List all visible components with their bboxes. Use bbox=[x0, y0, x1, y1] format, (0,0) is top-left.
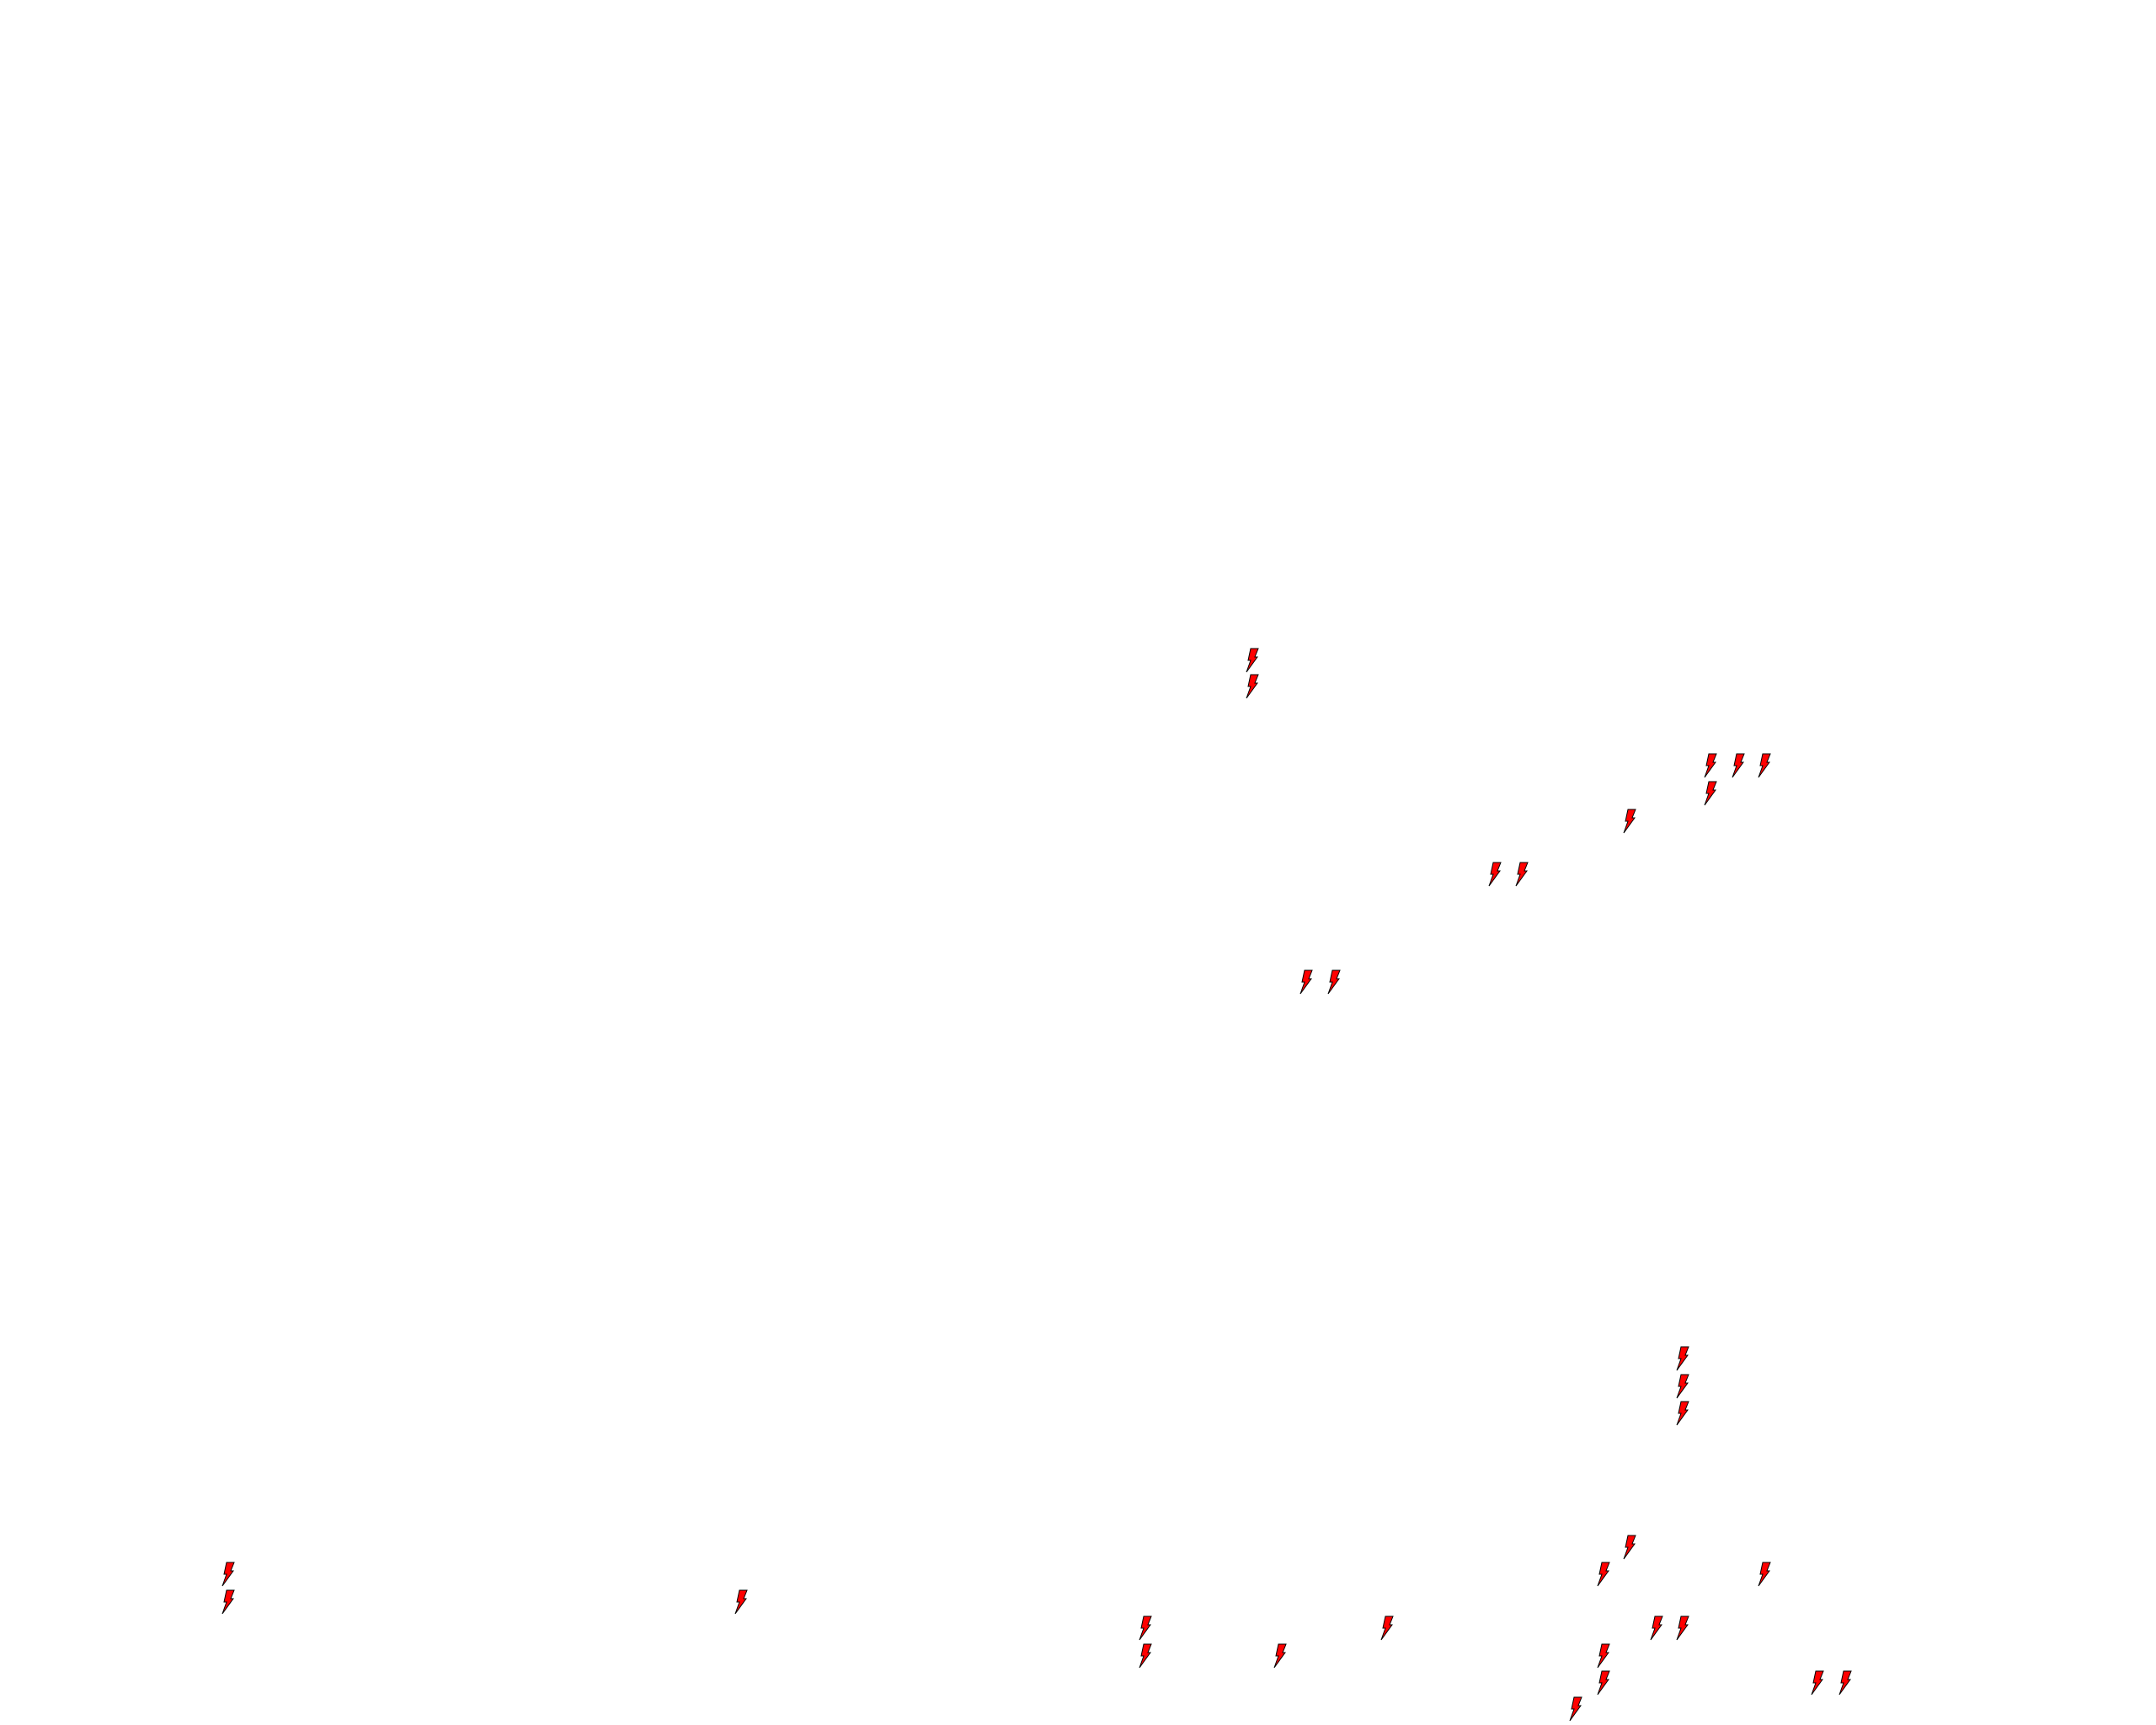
lightning-bolt-icon[interactable] bbox=[1704, 753, 1717, 778]
lightning-bolt-icon[interactable] bbox=[221, 1562, 235, 1587]
lightning-bolt-icon[interactable] bbox=[1676, 1346, 1689, 1371]
lightning-bolt-icon[interactable] bbox=[734, 1589, 748, 1615]
lightning-bolt-icon[interactable] bbox=[1676, 1616, 1689, 1641]
lightning-bolt-icon[interactable] bbox=[1139, 1616, 1152, 1641]
lightning-bolt-icon[interactable] bbox=[1380, 1616, 1394, 1641]
lightning-bolt-icon[interactable] bbox=[221, 1589, 235, 1615]
lightning-bolt-icon[interactable] bbox=[1515, 862, 1529, 887]
lightning-bolt-icon[interactable] bbox=[1597, 1670, 1610, 1696]
lightning-bolt-icon[interactable] bbox=[1704, 781, 1717, 806]
lightning-bolt-icon[interactable] bbox=[1811, 1670, 1824, 1696]
lightning-bolt-icon[interactable] bbox=[1758, 753, 1771, 778]
lightning-bolt-icon[interactable] bbox=[1597, 1643, 1610, 1669]
lightning-bolt-icon[interactable] bbox=[1488, 862, 1502, 887]
lightning-bolt-icon[interactable] bbox=[1676, 1374, 1689, 1399]
lightning-bolt-icon[interactable] bbox=[1299, 969, 1313, 995]
lightning-bolt-icon[interactable] bbox=[1139, 1643, 1152, 1669]
lightning-bolt-icon[interactable] bbox=[1650, 1616, 1663, 1641]
lightning-bolt-icon[interactable] bbox=[1623, 1535, 1636, 1560]
lightning-bolt-icon[interactable] bbox=[1597, 1562, 1610, 1587]
lightning-bolt-icon[interactable] bbox=[1273, 1643, 1287, 1669]
lightning-bolt-icon[interactable] bbox=[1569, 1696, 1582, 1722]
lightning-bolt-icon[interactable] bbox=[1327, 969, 1341, 995]
lightning-bolt-icon[interactable] bbox=[1838, 1670, 1852, 1696]
lightning-bolt-icon[interactable] bbox=[1758, 1562, 1771, 1587]
lightning-bolt-icon[interactable] bbox=[1246, 648, 1259, 673]
lightning-bolt-icon[interactable] bbox=[1246, 674, 1259, 699]
lightning-bolt-icon[interactable] bbox=[1732, 753, 1745, 778]
lightning-bolt-icon[interactable] bbox=[1623, 809, 1636, 834]
lightning-bolt-icon[interactable] bbox=[1676, 1401, 1689, 1426]
